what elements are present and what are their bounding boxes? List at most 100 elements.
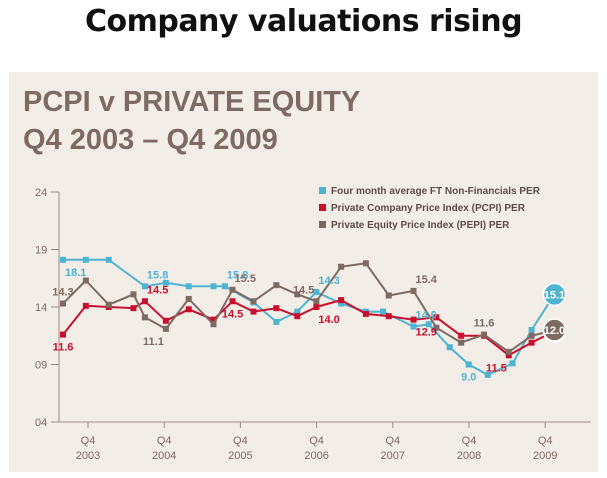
y-tick-label: 09 <box>35 360 47 372</box>
series-2-data-label: 15.4 <box>416 274 438 286</box>
headline: Company valuations rising <box>84 4 523 39</box>
series-0-point <box>185 283 192 290</box>
legend-label: Private Company Price Index (PCPI) PER <box>331 203 526 214</box>
series-0-point <box>273 318 280 325</box>
series-0-point <box>446 344 453 351</box>
series-1-point <box>528 339 535 346</box>
series-0-data-label: 14.0 <box>416 310 437 322</box>
legend-label: Four month average FT Non-Financials PER <box>331 186 541 197</box>
y-tick-label: 19 <box>35 245 47 257</box>
series-2-point <box>250 298 257 305</box>
series-2-point <box>385 292 392 299</box>
series-1-data-label: 11.6 <box>53 342 74 354</box>
series-2-point <box>130 291 137 298</box>
series-0-point <box>528 327 535 333</box>
series-0-point <box>105 256 112 263</box>
y-tick-label: 04 <box>35 417 47 429</box>
series-0-data-label: 15.8 <box>227 269 248 281</box>
series-2-point <box>410 287 417 294</box>
x-tick-label-quarter: Q4 <box>233 435 248 447</box>
chart-panel: PCPI v PRIVATE EQUITY Q4 2003 – Q4 2009 … <box>9 72 598 472</box>
series-1-point <box>313 304 320 310</box>
series-1-point <box>273 305 280 312</box>
x-tick-label-year: 2004 <box>152 450 176 462</box>
series-2-data-label: 11.6 <box>474 318 495 330</box>
series-2-point <box>433 324 440 331</box>
series-0-data-label: 9.0 <box>461 372 476 384</box>
x-tick-label-quarter: Q4 <box>538 435 553 447</box>
chart-svg: PCPI v PRIVATE EQUITY Q4 2003 – Q4 2009 … <box>23 86 591 462</box>
series-2-data-label: 14.3 <box>52 287 73 299</box>
x-tick-label-year: 2008 <box>457 450 481 462</box>
chart-title: PCPI v PRIVATE EQUITY <box>23 86 360 118</box>
series-1-point <box>250 308 257 315</box>
x-tick-label-quarter: Q4 <box>157 435 172 447</box>
series-1-point <box>162 317 169 324</box>
x-tick-label-year: 2007 <box>381 450 405 462</box>
series-1-point <box>185 306 192 313</box>
series-0-point <box>338 300 345 307</box>
series-1-data-label: 11.5 <box>486 362 507 374</box>
series-2-point <box>481 331 488 338</box>
series-0-data-label: 14.3 <box>318 275 339 287</box>
series-0-point <box>141 283 148 290</box>
series-2-point <box>528 332 535 339</box>
x-tick-label-quarter: Q4 <box>462 435 477 447</box>
series-0-point <box>162 279 169 286</box>
series-0-point <box>410 323 417 330</box>
series-1-point <box>130 305 137 312</box>
series-2-point <box>162 325 169 332</box>
series-1-point <box>60 331 66 338</box>
series-0-point <box>509 360 516 367</box>
series-1-point <box>338 297 345 304</box>
chart-subtitle: Q4 2003 – Q4 2009 <box>23 124 278 156</box>
series-0-end-label: 15.1 <box>544 289 565 301</box>
series-1-point <box>433 314 440 321</box>
x-tick-label-year: 2003 <box>76 450 100 462</box>
series-0-point <box>221 283 228 290</box>
series-2-point <box>185 295 192 302</box>
series-2-data-label: 14.5 <box>293 284 314 296</box>
series-2-point <box>313 298 320 305</box>
series-0-point <box>210 283 217 290</box>
series-0-point <box>60 256 66 263</box>
series-2-end-marker <box>542 318 567 342</box>
legend-swatch <box>319 187 326 194</box>
series-1-data-label: 12.9 <box>416 327 437 339</box>
series-2-point <box>273 282 280 289</box>
series-0-end-marker <box>542 282 567 307</box>
series-1-point <box>141 298 148 305</box>
series-2-point <box>362 260 369 267</box>
series-1-data-label: 14.5 <box>222 308 243 320</box>
series-1-point <box>458 332 465 339</box>
series-0-point <box>484 371 491 378</box>
x-tick-label-year: 2005 <box>228 450 252 462</box>
series-1-point <box>294 313 301 320</box>
series-2-point <box>210 321 217 328</box>
series-2-point <box>141 314 148 321</box>
x-tick-label-quarter: Q4 <box>81 435 96 447</box>
x-tick-label-quarter: Q4 <box>385 435 400 447</box>
series-2-point <box>60 300 66 307</box>
series-0-point <box>425 321 432 328</box>
series-1-point <box>362 310 369 317</box>
series-1-point <box>210 316 217 323</box>
x-tick-label-year: 2009 <box>533 450 557 462</box>
series-0-point <box>380 308 387 315</box>
series-1-point <box>505 352 512 359</box>
series-2-point <box>105 301 112 308</box>
series-line-2 <box>62 262 555 353</box>
series-2-point <box>294 291 301 298</box>
series-1-data-label: 14.0 <box>318 314 339 326</box>
series-0-data-label: 15.8 <box>147 269 168 281</box>
series-2-point <box>82 277 89 284</box>
series-1-point <box>82 302 89 309</box>
series-1-point <box>410 316 417 323</box>
x-tick-label-quarter: Q4 <box>309 435 324 447</box>
series-2-point <box>229 286 236 293</box>
x-tick-label-year: 2006 <box>304 450 328 462</box>
y-tick-label: 24 <box>35 187 47 199</box>
legend-swatch <box>319 204 326 211</box>
series-2-data-label: 15.5 <box>235 273 256 285</box>
series-0-point <box>313 289 320 296</box>
